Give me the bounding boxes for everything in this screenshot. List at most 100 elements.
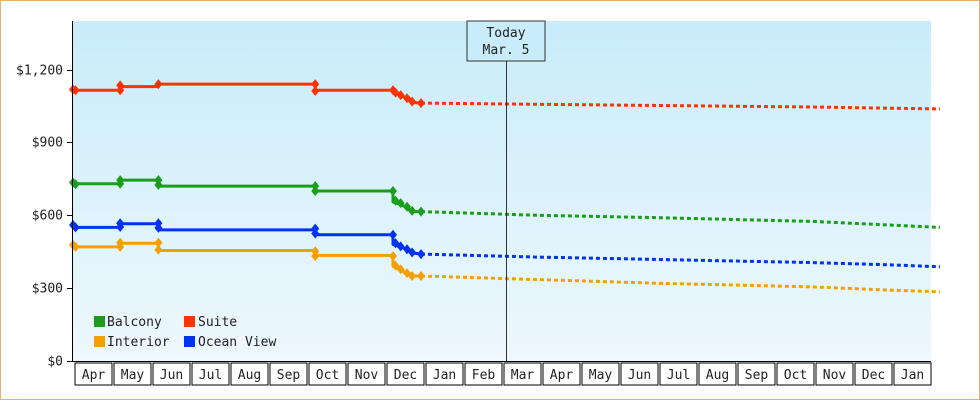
x-month-box xyxy=(386,362,425,386)
data-point-suite xyxy=(154,79,163,90)
x-tick-label: Jul xyxy=(667,368,690,383)
x-tick-label: Sep xyxy=(745,368,769,383)
data-point-interior xyxy=(417,271,426,281)
x-month-box xyxy=(425,362,464,386)
x-tick-label: Oct xyxy=(784,368,807,383)
x-month-box xyxy=(893,362,932,386)
x-month-box xyxy=(230,362,269,386)
x-month-box xyxy=(308,362,347,386)
legend-label-balcony: Balcony xyxy=(107,315,162,330)
data-point-balcony xyxy=(408,205,417,216)
x-tick-label: Nov xyxy=(823,368,847,383)
x-tick-label: Sep xyxy=(277,368,301,383)
data-point-interior xyxy=(116,241,125,252)
data-point-suite xyxy=(408,96,417,107)
data-point-suite xyxy=(116,85,125,96)
x-month-box xyxy=(152,362,191,386)
data-point-interior xyxy=(311,251,320,262)
x-month-box xyxy=(464,362,503,386)
x-month-box xyxy=(776,362,815,386)
data-point-ocean-view xyxy=(408,247,417,258)
x-month-box xyxy=(542,362,581,386)
x-tick-label: Apr xyxy=(82,368,106,383)
today-label: Today xyxy=(486,26,525,41)
x-month-box xyxy=(620,362,659,386)
data-point-ocean-view xyxy=(417,249,426,260)
y-tick-label: $300 xyxy=(32,282,63,297)
data-point-balcony xyxy=(154,179,163,190)
x-month-box xyxy=(659,362,698,386)
data-point-balcony xyxy=(311,186,320,196)
data-point-balcony xyxy=(417,206,426,217)
x-month-box xyxy=(815,362,854,386)
data-point-ocean-view xyxy=(388,229,397,240)
x-month-box xyxy=(74,362,113,386)
data-point-interior xyxy=(396,264,405,275)
legend-label-suite: Suite xyxy=(198,315,237,330)
data-point-ocean-view xyxy=(154,222,163,233)
data-point-balcony xyxy=(71,179,80,190)
data-point-ocean-view xyxy=(396,241,405,252)
data-point-ocean-view xyxy=(71,222,80,233)
x-month-box xyxy=(854,362,893,386)
data-point-interior xyxy=(388,251,397,262)
today-marker: Today Mar. 5 xyxy=(466,20,546,361)
data-point-interior xyxy=(154,244,163,255)
data-point-balcony xyxy=(396,198,405,209)
today-box xyxy=(466,20,546,62)
x-tick-label: Oct xyxy=(316,368,339,383)
x-month-box xyxy=(347,362,386,386)
x-tick-label: Jan xyxy=(433,368,456,383)
legend-swatch-suite xyxy=(184,316,195,327)
series-forecast-suite xyxy=(420,101,940,111)
y-axis: $0 $300 $600 $900 $1,200 xyxy=(16,64,73,370)
x-tick-label: Aug xyxy=(706,368,729,383)
y-tick-label: $0 xyxy=(47,355,63,370)
x-tick-label: Jan xyxy=(901,368,924,383)
legend-swatch-interior xyxy=(94,336,105,347)
x-month-box xyxy=(737,362,776,386)
legend-label-ocean-view: Ocean View xyxy=(198,335,276,350)
legend-label-interior: Interior xyxy=(107,335,170,350)
x-month-box xyxy=(191,362,230,386)
x-month-box xyxy=(581,362,620,386)
plot-background xyxy=(73,21,931,361)
x-month-box xyxy=(698,362,737,386)
data-point-balcony xyxy=(403,201,412,212)
series-forecast-interior xyxy=(420,274,940,294)
data-point-balcony xyxy=(388,186,397,196)
data-point-suite xyxy=(417,98,426,109)
x-tick-label: May xyxy=(121,368,145,383)
data-point-suite xyxy=(311,79,320,90)
data-point-ocean-view xyxy=(311,228,320,239)
x-tick-label: Nov xyxy=(355,368,379,383)
data-point-interior xyxy=(71,241,80,252)
x-tick-label: Mar xyxy=(511,368,535,383)
data-point-balcony xyxy=(116,178,125,189)
x-tick-label: Aug xyxy=(238,368,261,383)
series-forecast-ocean-view xyxy=(420,252,940,269)
data-point-interior xyxy=(154,237,163,248)
data-point-suite xyxy=(71,85,80,96)
legend: Balcony Suite Interior Ocean View xyxy=(94,315,276,350)
x-axis: Apr May Jun Jul Aug Sep Oct Nov Dec Jan Feb Mar Apr M… xyxy=(74,362,932,386)
data-point-ocean-view xyxy=(116,221,125,232)
data-point-interior xyxy=(408,271,417,281)
x-tick-label: Dec xyxy=(862,368,885,383)
x-tick-label: Apr xyxy=(550,368,574,383)
data-point-suite xyxy=(311,85,320,96)
x-tick-label: Jun xyxy=(160,368,183,383)
x-month-box xyxy=(269,362,308,386)
today-date-label: Mar. 5 xyxy=(483,43,530,58)
x-tick-label: Feb xyxy=(472,368,496,383)
legend-swatch-ocean-view xyxy=(184,336,195,347)
x-tick-label: Dec xyxy=(394,368,417,383)
x-tick-label: May xyxy=(589,368,613,383)
y-tick-label: $900 xyxy=(32,136,63,151)
series-forecast-balcony xyxy=(420,210,940,229)
x-month-box xyxy=(503,362,542,386)
y-tick-label: $1,200 xyxy=(16,64,63,79)
x-tick-label: Jul xyxy=(199,368,222,383)
